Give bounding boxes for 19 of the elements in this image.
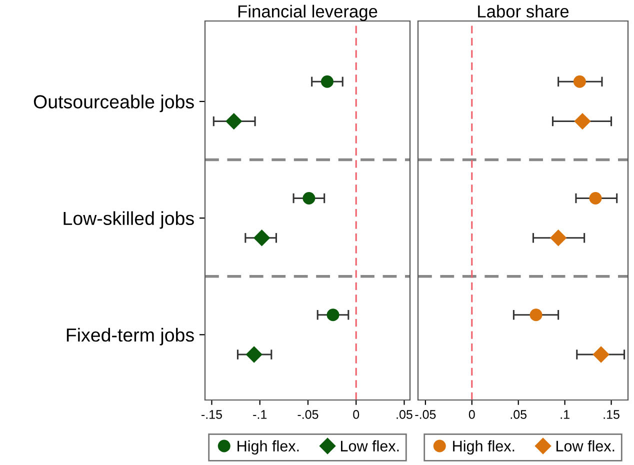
- y-tick-label: Outsourceable jobs: [34, 94, 194, 112]
- legend-label: High flex.: [453, 440, 514, 455]
- x-tick-label: .05: [396, 410, 412, 419]
- x-tick-label: 0: [468, 410, 475, 419]
- chart-title: Financial leverage: [238, 4, 378, 21]
- x-tick-label: -.15: [202, 410, 222, 419]
- chart-title: Labor share: [478, 4, 569, 18]
- x-tick-label: -.1: [253, 410, 267, 419]
- x-tick-label: .15: [604, 410, 620, 419]
- legend-label: Low flex.: [341, 440, 399, 452]
- legend-label: High flex.: [238, 440, 299, 455]
- x-tick-label: .1: [560, 410, 570, 419]
- y-tick-label: Fixed-term jobs: [66, 328, 194, 346]
- x-tick-label: -.05: [298, 410, 318, 419]
- x-tick-label: 0: [353, 410, 360, 419]
- legend-label: Low flex.: [556, 440, 614, 452]
- x-tick-label: -.05: [415, 410, 436, 419]
- x-tick-label: .05: [510, 410, 527, 419]
- y-tick-label: Low-skilled jobs: [64, 211, 194, 229]
